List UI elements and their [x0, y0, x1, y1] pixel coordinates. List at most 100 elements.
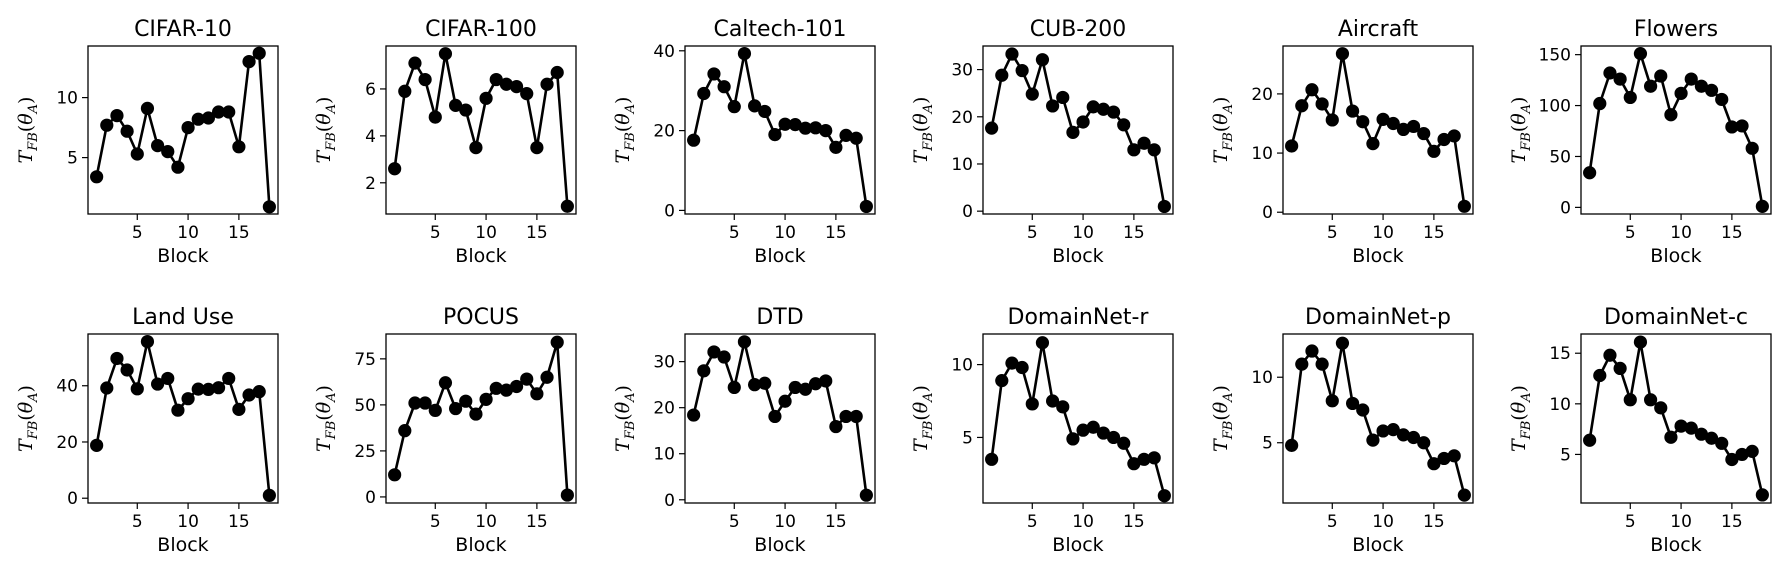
series-line: [95, 340, 271, 496]
data-point: [469, 140, 483, 155]
x-tick-label: 5: [1327, 512, 1338, 532]
subplot-title: CUB-200: [1030, 17, 1127, 42]
x-tick-label: 10: [774, 512, 796, 532]
data-point: [768, 409, 782, 424]
data-point: [459, 103, 473, 117]
data-point: [499, 383, 514, 397]
y-axis-label: TFB(θA): [15, 97, 41, 164]
y-tick-label: 20: [653, 122, 675, 142]
data-point: [130, 147, 144, 161]
data-point: [1015, 360, 1029, 375]
subplot-title: DomainNet-p: [1305, 305, 1451, 330]
data-point: [1603, 348, 1617, 362]
subplot-title: CIFAR-10: [134, 17, 232, 42]
data-point: [1694, 427, 1709, 441]
x-axis-label: Block: [455, 245, 506, 267]
data-point: [1457, 488, 1471, 502]
x-tick-label: 10: [475, 512, 497, 532]
data-point: [1066, 125, 1080, 139]
data-point: [520, 87, 534, 101]
x-axis-label: Block: [157, 534, 208, 556]
series-line: [1290, 52, 1466, 207]
data-point: [1704, 431, 1719, 445]
y-tick-label: 0: [664, 491, 675, 511]
data-point: [388, 468, 402, 482]
data-point: [1447, 129, 1461, 143]
y-tick-label: 20: [1251, 85, 1273, 105]
data-point: [1366, 433, 1380, 447]
data-point: [560, 488, 574, 502]
y-tick-label: 5: [962, 428, 973, 448]
x-tick-label: 15: [1123, 223, 1145, 243]
subplot-cifar-100: CIFAR-100 5 10 15 2 4 6 Block TFB(θA): [313, 17, 577, 267]
data-point: [1447, 449, 1461, 463]
data-point: [1674, 419, 1688, 433]
subplot-title: CIFAR-100: [425, 17, 537, 42]
axes-frame: [87, 333, 279, 504]
axes-frame: [1580, 333, 1772, 504]
data-point: [1643, 79, 1658, 93]
data-point: [1664, 108, 1678, 122]
data-point: [252, 46, 266, 60]
data-point: [1295, 357, 1309, 371]
x-tick-label: 5: [1327, 223, 1338, 243]
data-point: [418, 396, 432, 410]
data-point: [1025, 397, 1039, 411]
y-tick-label: 10: [1251, 144, 1273, 164]
y-tick-label: 0: [962, 202, 973, 222]
data-point: [448, 98, 463, 112]
x-tick-label: 5: [1027, 512, 1038, 532]
x-tick-label: 15: [825, 223, 847, 243]
y-tick-label: 10: [1549, 395, 1571, 415]
y-tick-label: 10: [653, 445, 675, 465]
subplot-title: DomainNet-r: [1008, 305, 1150, 330]
data-point: [1305, 83, 1319, 97]
data-point: [1025, 87, 1039, 101]
data-point: [1654, 69, 1668, 83]
data-point: [1106, 105, 1121, 119]
data-point: [1345, 104, 1360, 118]
data-point: [1583, 166, 1597, 180]
x-tick-label: 10: [1670, 223, 1692, 243]
data-point: [1633, 335, 1648, 349]
data-point: [211, 105, 226, 119]
data-point: [110, 109, 124, 123]
data-point: [985, 452, 999, 466]
data-point: [1427, 144, 1441, 158]
data-point: [687, 133, 701, 147]
data-point: [1715, 92, 1729, 107]
y-tick-label: 0: [1262, 203, 1273, 223]
y-axis-label: TFB(θA): [313, 97, 339, 164]
data-point: [1056, 400, 1070, 414]
data-point: [222, 371, 236, 386]
x-tick-label: 15: [1721, 512, 1743, 532]
data-point: [550, 335, 564, 349]
y-tick-label: 40: [653, 42, 675, 62]
data-point: [788, 118, 802, 132]
data-point: [1593, 368, 1607, 383]
data-point: [1056, 90, 1070, 105]
x-axis-label: Block: [754, 534, 805, 556]
data-point: [1005, 47, 1019, 61]
data-point: [1106, 430, 1121, 445]
data-point: [388, 162, 402, 176]
axes-frame: [385, 45, 577, 215]
y-axis-label: TFB(θA): [1210, 97, 1236, 164]
data-point: [1613, 72, 1627, 86]
y-tick-label: 0: [664, 201, 675, 221]
y-tick-label: 5: [67, 149, 78, 169]
data-point: [995, 68, 1009, 82]
data-point: [262, 488, 276, 503]
data-point: [1694, 79, 1709, 93]
x-tick-label: 10: [177, 223, 199, 243]
data-point: [1583, 433, 1597, 447]
data-point: [550, 65, 564, 80]
data-point: [120, 124, 134, 138]
series-line: [393, 340, 569, 496]
data-point: [727, 380, 741, 395]
subplot-pocus: POCUS 5 10 15 0 25 50 75 Block TFB(θA): [313, 305, 577, 556]
subplot-land-use: Land Use 5 10 15 0 20 40 Block TFB(θA): [15, 305, 279, 556]
data-point: [1745, 141, 1759, 155]
data-point: [1015, 63, 1029, 78]
data-point: [201, 111, 216, 125]
